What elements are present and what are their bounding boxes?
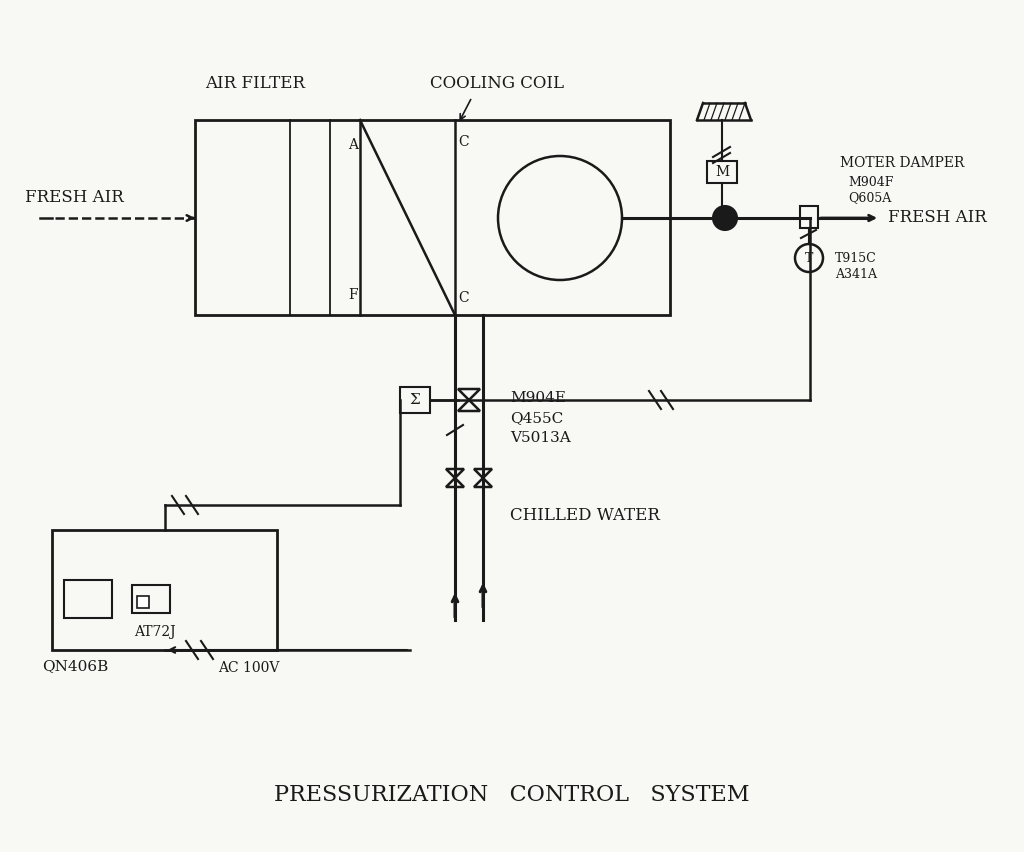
Text: FRESH AIR: FRESH AIR xyxy=(888,210,987,227)
Bar xyxy=(63,580,112,618)
Text: AIR FILTER: AIR FILTER xyxy=(205,74,305,91)
Bar xyxy=(137,596,150,608)
Text: PRESSURIZATION   CONTROL   SYSTEM: PRESSURIZATION CONTROL SYSTEM xyxy=(274,784,750,806)
Text: C: C xyxy=(458,291,469,305)
Bar xyxy=(52,530,278,650)
Bar xyxy=(132,585,170,613)
Text: MOTER DAMPER: MOTER DAMPER xyxy=(840,156,965,170)
Text: C: C xyxy=(458,135,469,149)
Text: V5013A: V5013A xyxy=(510,431,570,445)
Bar xyxy=(195,120,670,315)
Text: CHILLED WATER: CHILLED WATER xyxy=(510,506,659,523)
Text: Q605A: Q605A xyxy=(848,192,891,204)
Bar xyxy=(800,206,818,228)
Text: Σ: Σ xyxy=(410,393,421,407)
Text: Q455C: Q455C xyxy=(510,411,563,425)
Text: AC 100V: AC 100V xyxy=(218,661,280,675)
Bar xyxy=(707,161,737,183)
Text: A: A xyxy=(348,138,358,152)
Text: A341A: A341A xyxy=(835,268,877,281)
Text: COOLING COIL: COOLING COIL xyxy=(430,74,564,91)
Text: T: T xyxy=(805,251,813,264)
Circle shape xyxy=(713,206,737,230)
Text: AT72J: AT72J xyxy=(134,625,176,639)
Text: M904E: M904E xyxy=(510,391,566,405)
Bar xyxy=(400,387,430,413)
Text: F: F xyxy=(348,288,357,302)
Text: M904F: M904F xyxy=(848,176,893,188)
Text: QN406B: QN406B xyxy=(42,659,109,673)
Text: T915C: T915C xyxy=(835,251,877,264)
Text: M: M xyxy=(715,165,729,179)
Text: FRESH AIR: FRESH AIR xyxy=(25,188,124,205)
